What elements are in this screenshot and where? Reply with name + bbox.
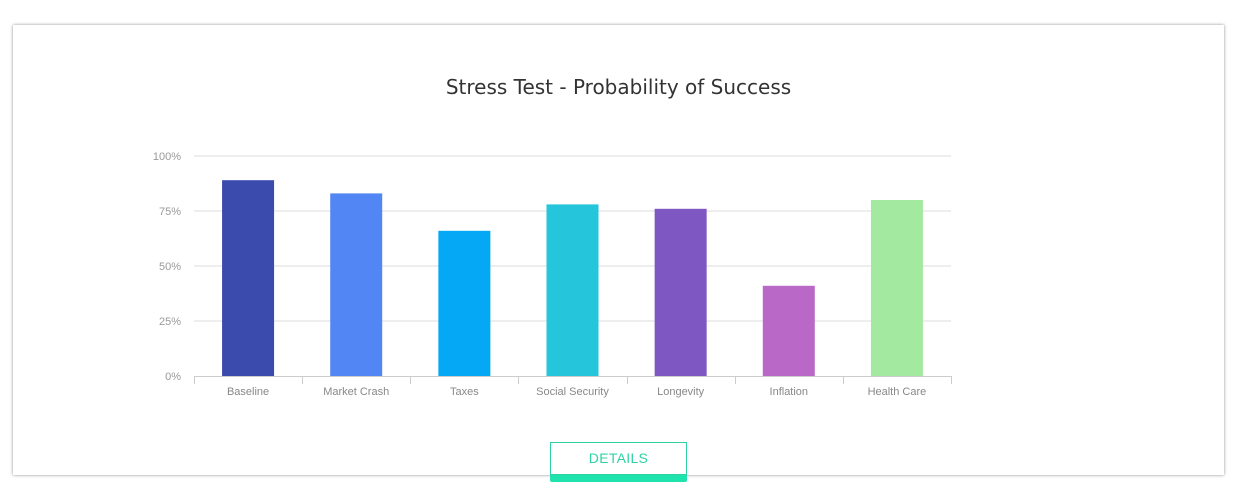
bar-inflation[interactable] [762, 285, 815, 376]
chart-card: Stress Test - Probability of Success 0% 2… [13, 25, 1224, 482]
bar-health-care[interactable] [870, 200, 923, 376]
x-tick-label: Market Crash [323, 386, 389, 398]
y-tick-label: 100% [153, 151, 181, 163]
x-tick-label: Longevity [657, 386, 705, 398]
y-axis-ticks: 0% 25% 50% 75% 100% [153, 151, 181, 383]
x-axis-labels: Baseline Market Crash Taxes Social Security… [227, 386, 926, 398]
bar-longevity[interactable] [654, 208, 707, 376]
bar-market-crash[interactable] [330, 193, 383, 376]
bar-baseline[interactable] [222, 180, 275, 376]
y-tick-label: 0% [165, 371, 181, 383]
x-tick-label: Inflation [770, 386, 809, 398]
y-tick-label: 50% [159, 261, 181, 273]
x-tick-label: Taxes [450, 386, 479, 398]
bar-chart: 0% 25% 50% 75% 100% Baseline Market Crash Taxe… [153, 151, 952, 398]
y-tick-label: 25% [159, 316, 181, 328]
details-button-underline [550, 475, 687, 482]
details-button-wrap[interactable]: DETAILS [550, 442, 687, 482]
details-button[interactable]: DETAILS [550, 442, 687, 475]
chart-title: Stress Test - Probability of Success [445, 75, 792, 99]
bar-taxes[interactable] [438, 230, 491, 376]
bars [222, 180, 923, 376]
x-axis [194, 376, 952, 384]
y-tick-label: 75% [159, 206, 181, 218]
x-tick-label: Baseline [227, 386, 269, 398]
x-tick-label: Social Security [536, 386, 609, 398]
bar-social-security[interactable] [546, 204, 599, 376]
x-tick-label: Health Care [868, 386, 927, 398]
